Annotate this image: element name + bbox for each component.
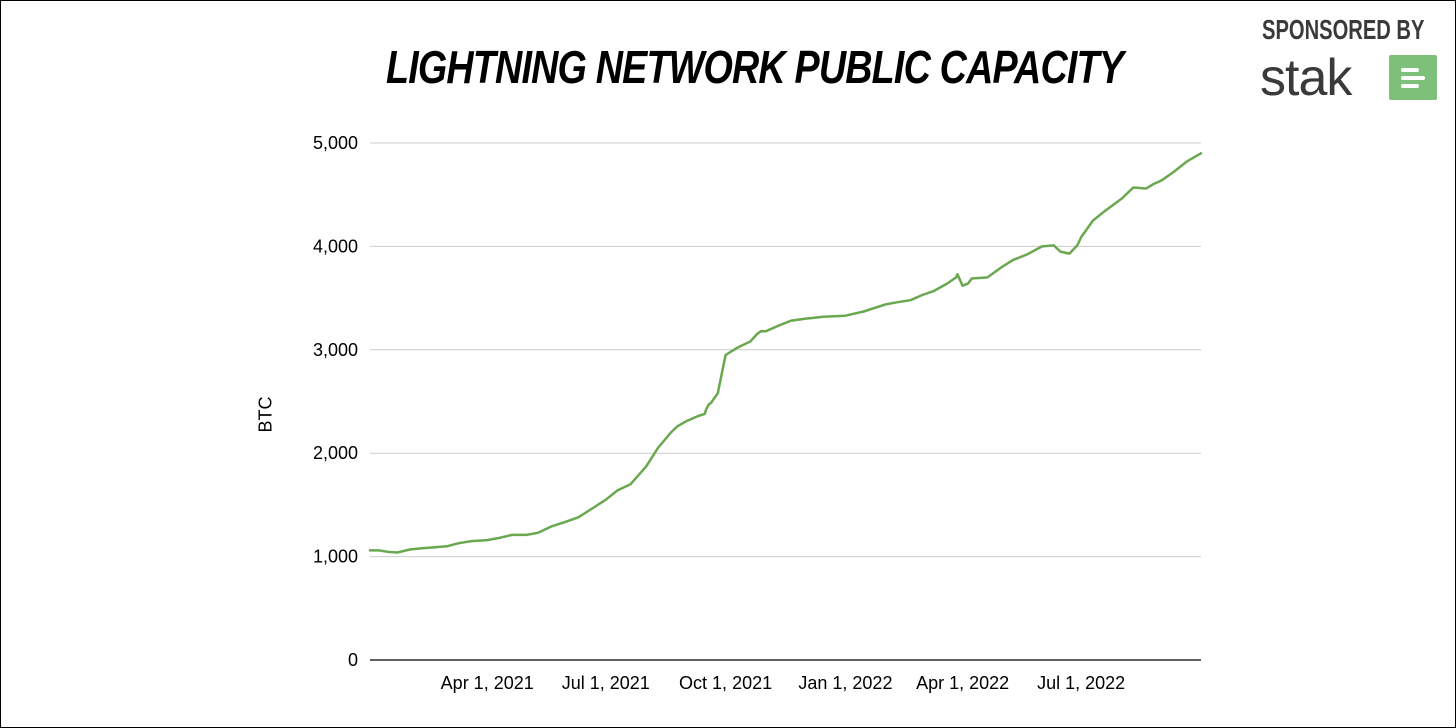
series-line-capacity [368,152,1203,554]
x-tick-label: Apr 1, 2021 [441,673,534,693]
x-tick-label: Jan 1, 2022 [798,673,892,693]
y-tick-label: 5,000 [313,133,358,153]
x-tick-label: Jul 1, 2021 [562,673,650,693]
x-tick-label: Oct 1, 2021 [679,673,772,693]
x-tick-label: Jul 1, 2022 [1037,673,1125,693]
y-tick-label: 3,000 [313,340,358,360]
y-tick-label: 2,000 [313,443,358,463]
sponsor-label: SPONSORED BY [1262,14,1425,45]
brand-logo-icon [1389,55,1437,100]
y-tick-label: 1,000 [313,547,358,567]
y-tick-label: 0 [348,650,358,670]
brand-logo-text: stak [1260,49,1352,107]
x-tick-label: Apr 1, 2022 [916,673,1009,693]
y-tick-label: 4,000 [313,236,358,256]
